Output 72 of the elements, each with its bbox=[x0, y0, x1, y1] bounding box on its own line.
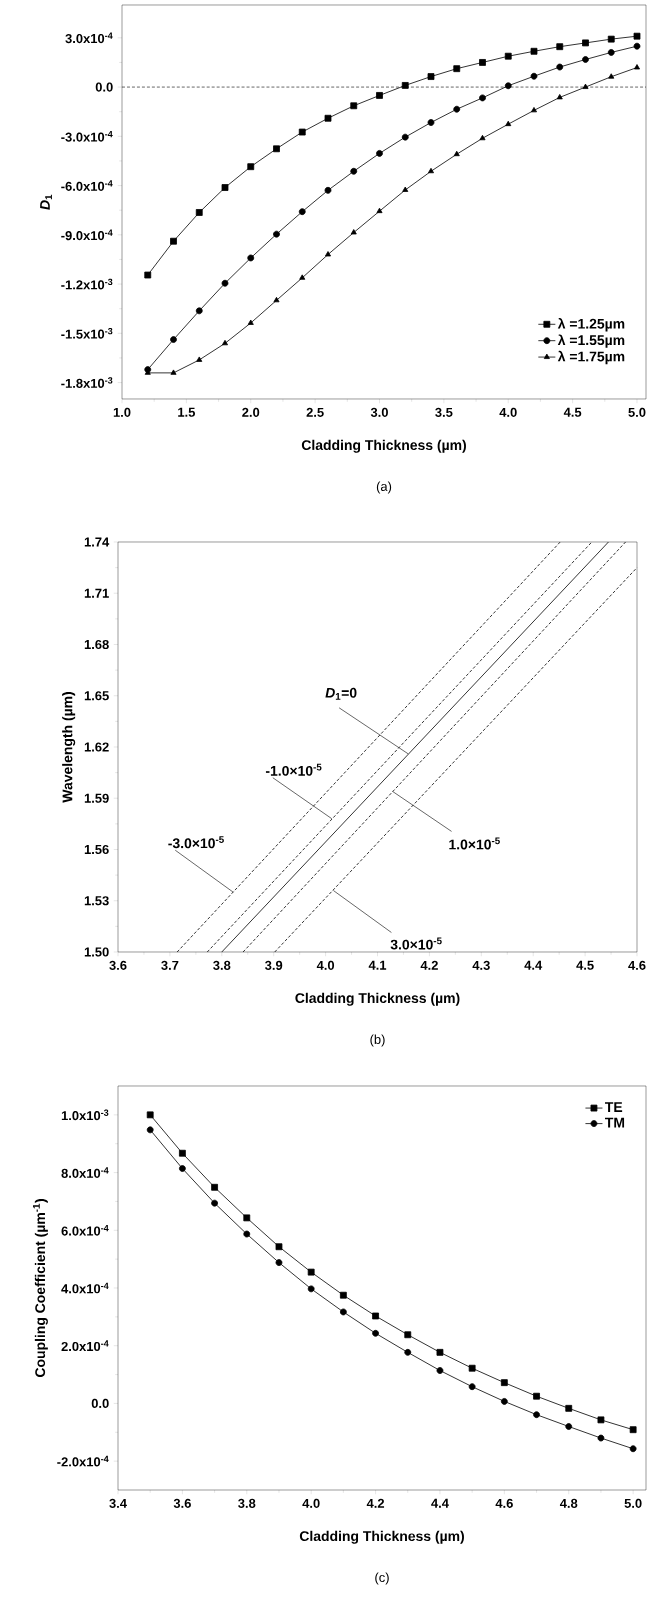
y-axis-title: D$_{1}$ bbox=[40, 194, 52, 210]
y-tick-label: 1.68 bbox=[84, 639, 109, 650]
x-tick-label: 4.4 bbox=[524, 960, 543, 970]
y-axis-title: Wavelength (µm) bbox=[62, 692, 76, 803]
x-tick-label: 3.7 bbox=[161, 960, 179, 970]
x-tick-label: 4.0 bbox=[499, 407, 517, 417]
x-tick-label: 3.6 bbox=[109, 960, 127, 970]
y-tick-label: -9.0x10$^{-4}$ bbox=[61, 229, 113, 241]
x-tick-label: 3.8 bbox=[238, 1498, 256, 1508]
y-tick-label: 1.65 bbox=[84, 691, 109, 701]
legend-label: λ =1.25µm bbox=[557, 318, 625, 332]
x-axis-title: Cladding Thickness (µm) bbox=[295, 992, 460, 1006]
y-tick-label: -6.0x10$^{-4}$ bbox=[61, 180, 113, 191]
y-tick-label: 0.0 bbox=[95, 82, 113, 92]
x-tick-label: 3.6 bbox=[173, 1498, 191, 1508]
y-tick-label: 1.56 bbox=[84, 844, 109, 855]
x-tick-label: 2.0 bbox=[242, 407, 260, 417]
x-tick-label: 5.0 bbox=[624, 1498, 642, 1508]
text: (b) bbox=[370, 1034, 385, 1047]
x-tick-label: 4.1 bbox=[368, 960, 387, 970]
y-tick-label: 2.0x10$^{-4}$ bbox=[61, 1340, 109, 1352]
x-tick-label: 4.0 bbox=[302, 1498, 320, 1508]
y-tick-label: 3.0x10$^{-4}$ bbox=[65, 32, 113, 44]
x-tick-label: 4.4 bbox=[431, 1498, 449, 1508]
text: (c) bbox=[375, 1572, 389, 1585]
legend-label: λ =1.75µm bbox=[557, 350, 625, 365]
y-tick-label: 1.62 bbox=[84, 742, 109, 752]
annotation: 1.0×10$^{-5}$ bbox=[449, 837, 500, 850]
x-axis-title: Cladding Thickness (µm) bbox=[299, 1530, 464, 1544]
x-tick-label: 4.5 bbox=[563, 407, 582, 417]
y-tick-label: 1.50 bbox=[84, 947, 109, 957]
x-tick-label: 3.9 bbox=[265, 960, 283, 970]
x-tick-label: 3.8 bbox=[213, 960, 231, 970]
y-tick-label: -1.8x10$^{-3}$ bbox=[61, 377, 113, 388]
x-tick-label: 3.4 bbox=[109, 1498, 127, 1508]
x-tick-label: 3.0 bbox=[370, 407, 388, 417]
y-tick-label: -1.2x10$^{-3}$ bbox=[61, 278, 113, 290]
x-tick-label: 1.0 bbox=[113, 407, 131, 417]
x-tick-label: 4.6 bbox=[628, 960, 646, 970]
x-tick-label: 4.0 bbox=[316, 960, 335, 970]
x-tick-label: 1.5 bbox=[178, 407, 196, 417]
y-tick-label: 1.59 bbox=[84, 793, 109, 803]
legend-label: TM bbox=[605, 1117, 625, 1128]
y-tick-label: 1.53 bbox=[84, 896, 109, 906]
y-tick-label: 1.71 bbox=[84, 588, 109, 598]
annotation: -3.0×10$^{-5}$ bbox=[168, 836, 224, 849]
y-axis-title: Coupling Coefficient (µm$^{-1}$) bbox=[33, 1199, 48, 1377]
y-tick-label: 1.0x10$^{-3}$ bbox=[61, 1109, 109, 1121]
y-tick-label: 0.0 bbox=[91, 1398, 109, 1409]
y-tick-label: -2.0x10$^{-4}$ bbox=[57, 1455, 109, 1467]
y-tick-label: 6.0x10$^{-4}$ bbox=[61, 1224, 109, 1236]
y-tick-label: 1.74 bbox=[84, 537, 110, 547]
y-tick-label: -3.0x10$^{-4}$ bbox=[61, 130, 113, 142]
annotation: D$_{1}$=0 bbox=[325, 687, 357, 700]
x-tick-label: 4.2 bbox=[366, 1498, 385, 1508]
annotation: -1.0×10$^{-5}$ bbox=[265, 763, 322, 776]
y-tick-label: 4.0x10$^{-4}$ bbox=[61, 1282, 109, 1294]
x-tick-label: 4.6 bbox=[495, 1498, 513, 1508]
x-tick-label: 4.5 bbox=[576, 960, 594, 970]
x-tick-label: 4.2 bbox=[420, 960, 438, 970]
y-tick-label: 8.0x10$^{-4}$ bbox=[61, 1167, 109, 1178]
text: (a) bbox=[376, 481, 392, 494]
legend-label: λ =1.55µm bbox=[557, 334, 625, 348]
annotation: 3.0×10$^{-5}$ bbox=[390, 937, 442, 950]
x-tick-label: 3.5 bbox=[435, 407, 453, 417]
legend-label: TE bbox=[605, 1102, 623, 1112]
y-tick-label: -1.5x10$^{-3}$ bbox=[61, 327, 113, 339]
x-tick-label: 4.8 bbox=[559, 1498, 578, 1508]
x-tick-label: 2.5 bbox=[306, 407, 324, 417]
x-tick-label: 4.3 bbox=[472, 960, 490, 970]
x-tick-label: 5.0 bbox=[628, 407, 646, 417]
x-axis-title: Cladding Thickness (µm) bbox=[301, 439, 466, 453]
